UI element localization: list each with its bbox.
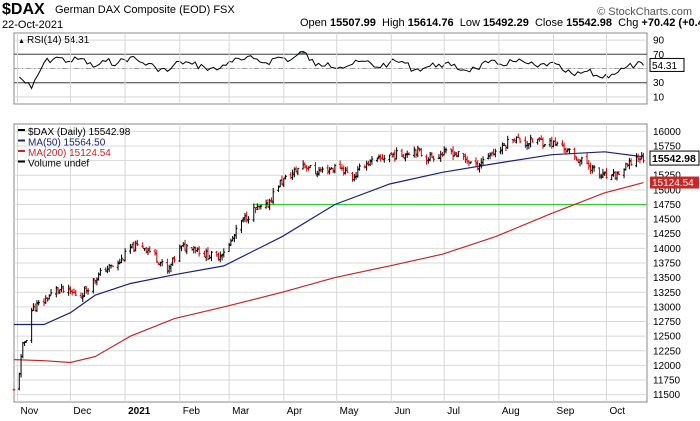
price-legend-swatch — [18, 150, 25, 152]
low-label: Low — [459, 17, 480, 29]
x-tick-label: Sep — [557, 406, 575, 417]
price-y-tick-label: 14250 — [653, 229, 681, 240]
ma50-line — [14, 151, 644, 326]
price-legend-text: Volume undef — [28, 159, 89, 170]
stockcharts-credit: © StockCharts.com — [597, 6, 692, 18]
x-tick-label: Mar — [232, 406, 250, 417]
quote-summary: Open 15507.99 High 15614.76 Low 15492.29… — [300, 17, 700, 29]
close-value: 15542.98 — [566, 17, 613, 29]
close-value-badge — [649, 150, 700, 166]
symbol-title: $DAX — [2, 1, 45, 18]
x-tick-label: Apr — [287, 406, 303, 417]
price-y-tick-label: 12250 — [653, 346, 681, 357]
rsi-value-badge-label: 54.31 — [652, 61, 677, 72]
ma200-value-badge — [650, 176, 699, 189]
price-y-tick-label: 16000 — [653, 127, 681, 138]
high-label: High — [382, 17, 405, 29]
price-y-tick-label: 11500 — [653, 390, 681, 401]
rsi-y-tick-label: 70 — [653, 50, 665, 61]
price-legend-swatch — [18, 160, 25, 163]
close-value-badge-label: 15542.98 — [652, 153, 696, 165]
price-legend-swatch — [18, 139, 25, 142]
price-legend-text: MA(50) 15564.50 — [28, 138, 106, 149]
rsi-y-tick-label: 90 — [653, 36, 665, 47]
x-tick-label: 2021 — [128, 406, 151, 417]
rsi-line — [18, 50, 644, 90]
price-y-tick-label: 11750 — [653, 376, 681, 387]
price-y-tick-label: 13250 — [653, 288, 681, 299]
open-label: Open — [300, 17, 327, 29]
x-tick-label: Feb — [183, 406, 201, 417]
ma200-line — [13, 182, 644, 364]
chg-value: +70.42 (+0.46%) — [641, 17, 700, 29]
close-label: Close — [534, 17, 564, 29]
index-full-name: German DAX Composite (EOD) — [55, 4, 211, 16]
rsi-legend-text: RSI(14) 54.31 — [27, 35, 90, 46]
high-value: 15614.76 — [407, 17, 454, 29]
index-name: German DAX Composite (EOD) FSX — [55, 4, 235, 16]
rsi-legend-marker: ▲ — [18, 38, 25, 45]
price-y-tick-label: 14750 — [653, 200, 681, 211]
price-legend-text: MA(200) 15124.54 — [28, 148, 111, 159]
x-tick-label: Aug — [502, 406, 520, 417]
price-y-tick-label: 15000 — [653, 185, 681, 196]
price-y-tick-label: 13000 — [653, 302, 681, 313]
price-y-tick-label: 13500 — [653, 273, 681, 284]
price-y-tick-label: 12750 — [653, 317, 681, 328]
low-value: 15492.29 — [482, 17, 529, 29]
quote-date: 22-Oct-2021 — [2, 19, 64, 31]
price-legend-text: $DAX (Daily) 15542.98 — [28, 127, 131, 138]
x-tick-label: Oct — [609, 406, 625, 417]
price-y-tick-label: 12500 — [653, 332, 681, 343]
price-y-tick-label: 13750 — [653, 259, 681, 270]
chg-label: Chg — [618, 17, 639, 29]
x-tick-label: Jul — [447, 406, 460, 417]
x-tick-label: Jun — [394, 406, 410, 417]
price-y-tick-label: 14000 — [653, 244, 681, 255]
rsi-value-badge — [649, 57, 685, 72]
price-y-tick-label: 12000 — [653, 361, 681, 372]
ma200-value-badge-label: 15124.54 — [652, 178, 694, 189]
exchange-label: FSX — [213, 4, 235, 16]
x-tick-label: Nov — [21, 406, 39, 417]
rsi-y-tick-label: 30 — [653, 78, 665, 89]
x-tick-label: Dec — [73, 406, 91, 417]
rsi-y-tick-label: 10 — [653, 92, 665, 103]
price-legend-swatch — [18, 129, 25, 131]
open-value: 15507.99 — [329, 17, 376, 29]
price-y-tick-label: 15750 — [653, 141, 681, 152]
price-y-tick-label: 14500 — [653, 215, 681, 226]
price-y-tick-label: 15250 — [653, 171, 681, 182]
x-tick-label: May — [340, 406, 359, 417]
